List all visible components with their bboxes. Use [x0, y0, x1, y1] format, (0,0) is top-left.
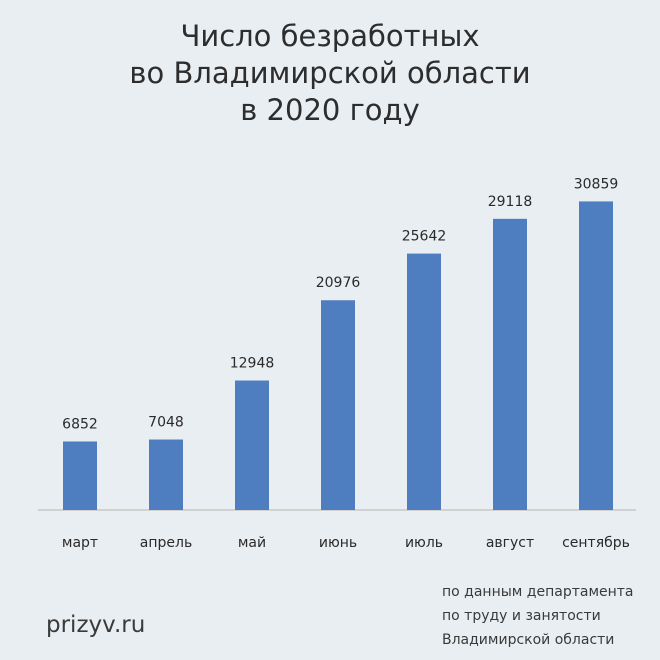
value-label-2: 7048	[148, 415, 184, 431]
source-line-3: Владимирской области	[442, 632, 615, 648]
bar-4	[321, 300, 355, 510]
chart-title-line-1: Число безработных	[180, 19, 480, 53]
category-label-2: апрель	[140, 535, 192, 551]
bar-5	[407, 253, 441, 510]
chart-title: Число безработных во Владимирской област…	[0, 18, 660, 129]
value-label-5: 25642	[402, 229, 447, 245]
category-label-7: сентябрь	[562, 535, 630, 551]
category-label-3: май	[238, 535, 266, 551]
value-label-3: 12948	[230, 356, 275, 372]
value-label-4: 20976	[316, 275, 361, 291]
source-note: по данным департамента по труду и занято…	[442, 580, 634, 652]
value-label-7: 30859	[574, 176, 619, 192]
chart-title-line-3: в 2020 году	[240, 93, 420, 127]
bar-6	[493, 218, 527, 510]
value-label-1: 6852	[62, 416, 98, 432]
source-line-2: по труду и занятости	[442, 608, 601, 624]
category-label-6: август	[486, 535, 534, 551]
brand-label: prizyv.ru	[46, 612, 146, 638]
source-line-1: по данным департамента	[442, 584, 634, 600]
category-label-4: июнь	[319, 535, 357, 551]
bar-1	[63, 441, 97, 510]
bar-2	[149, 439, 183, 510]
category-label-1: март	[62, 535, 98, 551]
chart-title-line-2: во Владимирской области	[129, 56, 531, 90]
value-label-6: 29118	[488, 194, 533, 210]
bar-3	[235, 380, 269, 510]
category-label-5: июль	[405, 535, 443, 551]
bar-7	[579, 201, 613, 510]
